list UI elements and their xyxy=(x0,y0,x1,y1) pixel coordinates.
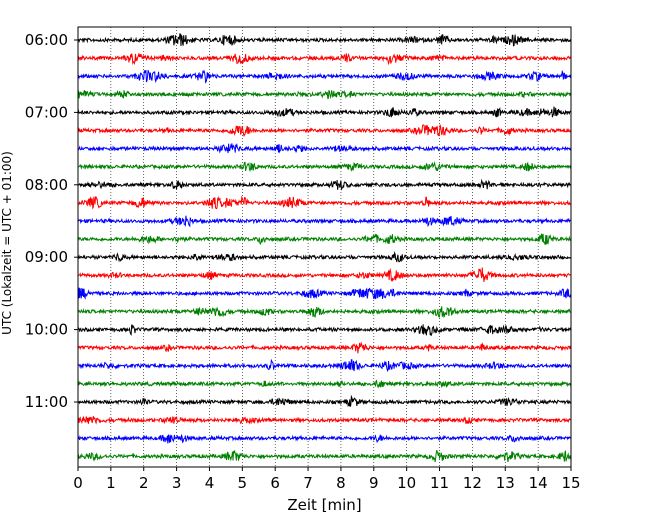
x-tick-label: 1 xyxy=(106,474,116,492)
x-tick-label: 7 xyxy=(303,474,313,492)
x-tick-label: 2 xyxy=(139,474,149,492)
trace-line xyxy=(77,251,572,263)
x-tick-label: 10 xyxy=(397,474,416,492)
y-axis-ticks: 06:00 07:00 08:00 09:00 10:00 11:00 xyxy=(25,31,78,411)
x-axis-label: Zeit [min] xyxy=(287,496,361,514)
y-tick-label: 10:00 xyxy=(25,321,68,339)
trace-line xyxy=(77,215,572,228)
y-axis-label: UTC (Lokalzeit = UTC + 01:00) xyxy=(0,151,14,335)
trace-line xyxy=(77,89,572,100)
trace-line xyxy=(77,394,572,408)
trace-line xyxy=(77,341,572,354)
x-tick-label: 15 xyxy=(561,474,580,492)
trace-line xyxy=(77,124,572,137)
x-tick-label: 0 xyxy=(73,474,83,492)
y-tick-label: 11:00 xyxy=(25,393,68,411)
trace-line xyxy=(77,358,572,373)
x-tick-label: 3 xyxy=(172,474,182,492)
y-tick-label: 07:00 xyxy=(25,103,68,121)
x-axis-ticks: 0 1 2 3 4 5 6 7 8 9 10 11 12 13 14 15 xyxy=(73,467,581,492)
trace-line xyxy=(77,433,572,444)
x-tick-label: 9 xyxy=(369,474,379,492)
trace-line xyxy=(77,69,572,84)
trace-line xyxy=(77,287,572,300)
trace-line xyxy=(77,379,572,389)
x-tick-label: 8 xyxy=(336,474,346,492)
trace-line xyxy=(77,161,572,172)
vertical-gridlines xyxy=(110,27,539,467)
x-tick-label: 11 xyxy=(430,474,449,492)
x-tick-label: 4 xyxy=(205,474,215,492)
trace-line xyxy=(77,195,572,210)
seismic-traces xyxy=(77,33,572,463)
x-tick-label: 12 xyxy=(463,474,482,492)
trace-line xyxy=(77,33,572,47)
trace-line xyxy=(77,142,572,154)
trace-line xyxy=(77,267,572,283)
trace-line xyxy=(77,449,572,463)
y-tick-label: 08:00 xyxy=(25,176,68,194)
trace-line xyxy=(77,52,572,66)
y-tick-label: 06:00 xyxy=(25,31,68,49)
x-tick-label: 14 xyxy=(529,474,548,492)
trace-line xyxy=(77,106,572,119)
plot-frame xyxy=(77,26,572,468)
x-tick-label: 13 xyxy=(496,474,515,492)
trace-line xyxy=(77,178,572,191)
trace-line xyxy=(77,233,572,245)
trace-line xyxy=(77,324,572,337)
trace-line xyxy=(77,416,572,425)
y-tick-label: 09:00 xyxy=(25,248,68,266)
x-tick-label: 6 xyxy=(270,474,280,492)
x-tick-label: 5 xyxy=(238,474,248,492)
trace-line xyxy=(77,306,572,318)
